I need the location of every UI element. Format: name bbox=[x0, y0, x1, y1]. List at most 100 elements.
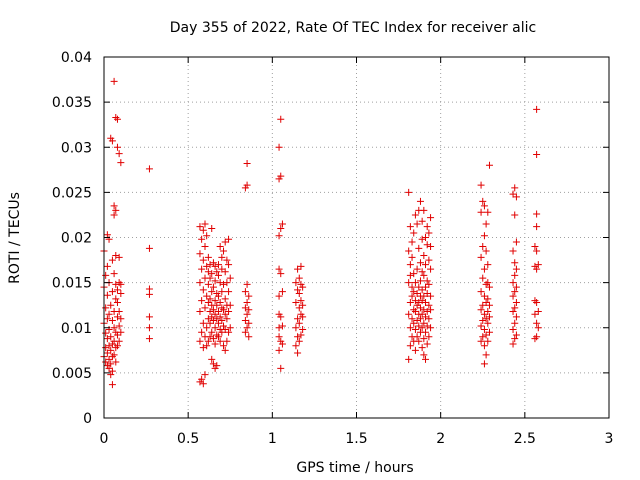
data-point bbox=[427, 306, 435, 314]
data-point bbox=[479, 243, 487, 251]
data-point bbox=[220, 342, 228, 350]
data-point bbox=[199, 286, 207, 294]
data-point bbox=[531, 243, 539, 251]
data-point bbox=[211, 324, 219, 332]
data-point bbox=[245, 319, 253, 327]
data-point bbox=[479, 317, 487, 325]
data-point bbox=[206, 261, 214, 269]
data-point bbox=[479, 333, 487, 341]
data-point bbox=[108, 137, 116, 145]
data-point bbox=[208, 328, 216, 336]
data-point bbox=[480, 360, 488, 368]
data-point bbox=[408, 315, 416, 323]
data-point bbox=[299, 283, 307, 291]
data-point bbox=[415, 298, 423, 306]
data-point bbox=[218, 317, 226, 325]
data-point bbox=[108, 288, 116, 296]
data-point bbox=[113, 342, 121, 350]
data-point bbox=[196, 308, 204, 316]
data-point bbox=[480, 342, 488, 350]
data-point bbox=[410, 229, 418, 237]
data-point bbox=[196, 279, 204, 287]
data-point bbox=[220, 322, 228, 330]
data-point bbox=[243, 159, 251, 167]
data-point bbox=[226, 301, 234, 309]
data-point bbox=[198, 375, 206, 383]
data-point bbox=[103, 291, 111, 299]
data-point bbox=[113, 143, 121, 151]
data-point bbox=[204, 268, 212, 276]
data-point bbox=[511, 335, 519, 343]
data-point bbox=[295, 319, 303, 327]
data-point bbox=[420, 335, 428, 343]
data-point bbox=[145, 335, 153, 343]
data-point bbox=[410, 270, 418, 278]
data-point bbox=[107, 371, 115, 379]
y-tick-label: 0 bbox=[83, 411, 92, 427]
data-point bbox=[477, 181, 485, 189]
data-point bbox=[292, 298, 300, 306]
data-point bbox=[243, 324, 251, 332]
data-point bbox=[423, 308, 431, 316]
data-point bbox=[511, 304, 519, 312]
data-point bbox=[198, 297, 206, 305]
data-point bbox=[102, 271, 110, 279]
y-tick-label: 0.02 bbox=[61, 231, 92, 247]
data-point bbox=[275, 143, 283, 151]
data-point bbox=[209, 317, 217, 325]
data-point bbox=[108, 256, 116, 264]
data-point bbox=[223, 337, 231, 345]
data-point bbox=[420, 206, 428, 214]
data-point bbox=[512, 193, 520, 201]
data-point bbox=[218, 253, 226, 261]
data-point bbox=[225, 328, 233, 336]
data-point bbox=[105, 326, 113, 334]
data-point bbox=[220, 280, 228, 288]
data-point bbox=[484, 295, 492, 303]
data-point bbox=[295, 289, 303, 297]
data-point bbox=[509, 340, 517, 348]
data-point bbox=[405, 279, 413, 287]
data-point bbox=[299, 301, 307, 309]
data-point bbox=[214, 271, 222, 279]
data-point bbox=[209, 360, 217, 368]
data-point bbox=[241, 304, 249, 312]
data-point bbox=[533, 319, 541, 327]
data-point bbox=[408, 253, 416, 261]
data-point bbox=[213, 315, 221, 323]
data-point bbox=[533, 333, 541, 341]
data-point bbox=[422, 313, 430, 321]
data-point bbox=[425, 333, 433, 341]
data-point bbox=[425, 280, 433, 288]
data-point bbox=[485, 283, 493, 291]
data-point bbox=[225, 308, 233, 316]
data-point bbox=[112, 344, 120, 352]
data-point bbox=[413, 333, 421, 341]
data-point bbox=[112, 113, 120, 121]
data-point bbox=[145, 285, 153, 293]
data-point bbox=[423, 322, 431, 330]
data-point bbox=[115, 253, 123, 261]
data-point bbox=[196, 223, 204, 231]
data-point bbox=[117, 289, 125, 297]
data-point bbox=[110, 77, 118, 85]
data-point bbox=[206, 274, 214, 282]
data-point bbox=[277, 172, 285, 180]
data-point bbox=[145, 165, 153, 173]
data-point bbox=[243, 298, 251, 306]
data-point bbox=[534, 324, 542, 332]
data-point bbox=[418, 324, 426, 332]
data-point bbox=[415, 244, 423, 252]
data-point bbox=[201, 371, 209, 379]
data-point bbox=[203, 342, 211, 350]
data-point bbox=[277, 270, 285, 278]
y-tick-label: 0.03 bbox=[61, 140, 92, 156]
data-point bbox=[482, 220, 490, 228]
data-point bbox=[299, 326, 307, 334]
data-point bbox=[420, 252, 428, 260]
data-point bbox=[199, 256, 207, 264]
data-point bbox=[275, 324, 283, 332]
x-tick-label: 3 bbox=[605, 431, 614, 447]
data-point bbox=[245, 306, 253, 314]
